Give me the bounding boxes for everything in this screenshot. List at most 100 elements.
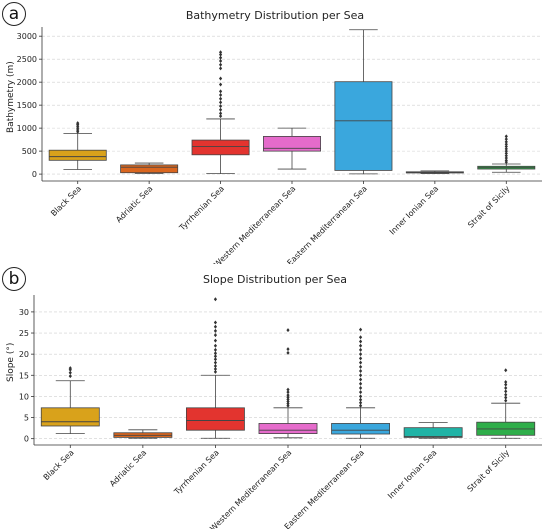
outlier-b-6-0 (504, 398, 508, 403)
x-tick-label-b-3: Western Mediterranean Sea (208, 448, 293, 529)
y-tick-label-b-5: 25 (19, 329, 29, 338)
outlier-a-2-8 (218, 82, 223, 87)
y-tick-label-a-0: 0 (32, 170, 37, 179)
outlier-b-4-4 (358, 390, 363, 395)
y-tick-label-a-6: 3000 (17, 32, 37, 41)
outlier-a-6-10 (504, 137, 508, 142)
bathymetry-boxplot: 0 500 1000 1500 2000 2500 3000 Black Sea Adriati… (17, 27, 542, 264)
outlier-b-4-6 (358, 381, 363, 386)
outlier-a-2-10 (218, 66, 223, 71)
outlier-a-2-4 (218, 100, 223, 105)
outlier-a-2-3 (218, 104, 223, 109)
outlier-b-2-8 (213, 343, 218, 348)
x-tick-label-b-5: Inner Ionian Sea (386, 448, 439, 501)
x-tick-label-b-6: Strait of Sicily (466, 448, 512, 494)
box-body-b-5 (403, 427, 463, 438)
outlier-b-4-17 (358, 335, 363, 340)
x-tick-label-b-4: Eastern Mediterranean Sea (283, 448, 366, 529)
outlier-a-2-11 (218, 62, 223, 67)
outlier-a-2-13 (218, 55, 223, 60)
x-tick-label-a-0: Black Sea (49, 184, 83, 218)
outlier-b-2-13 (213, 320, 218, 325)
outlier-b-4-0 (358, 403, 363, 408)
slope-boxplot: 0 5 10 15 20 25 30 Black Sea Adriatic Sea Tyrrhen… (19, 295, 542, 529)
outlier-a-2-15 (218, 50, 223, 55)
outlier-b-3-0 (286, 403, 290, 408)
outlier-a-6-7 (504, 144, 508, 149)
outlier-b-0-3 (68, 366, 72, 371)
x-tick-label-a-1: Adriatic Sea (114, 184, 154, 224)
outlier-b-4-11 (358, 360, 363, 365)
box-b-1 (113, 429, 173, 439)
outlier-a-0-5 (76, 121, 80, 126)
outlier-b-6-7 (504, 368, 508, 373)
x-tick-label-a-6: Strait of Sicily (466, 184, 512, 230)
y-tick-label-a-4: 2000 (17, 78, 37, 87)
box-body-b-4 (331, 423, 390, 435)
panel-label-b: b (2, 267, 26, 291)
outlier-b-3-2 (286, 399, 290, 404)
outlier-a-6-11 (504, 134, 508, 139)
outlier-a-6-5 (504, 149, 508, 154)
outlier-b-4-18 (358, 327, 363, 332)
box-b-5 (403, 422, 463, 439)
outlier-b-4-3 (358, 394, 363, 399)
outlier-b-3-8 (286, 350, 290, 355)
outlier-a-6-4 (504, 151, 508, 156)
box-a-3 (263, 127, 321, 170)
outlier-a-6-6 (504, 146, 508, 151)
outlier-b-2-2 (213, 363, 218, 368)
outlier-b-4-9 (358, 369, 363, 374)
outlier-a-2-0 (218, 114, 223, 119)
box-a-6 (477, 134, 536, 173)
outlier-b-6-3 (504, 389, 508, 394)
box-body-a-2 (191, 139, 250, 156)
outlier-b-6-1 (504, 395, 508, 400)
x-tick-label-a-3: Western Mediterranean Sea (212, 184, 297, 264)
box-body-b-2 (185, 407, 245, 431)
box-body-a-4 (334, 81, 393, 171)
outlier-b-6-2 (504, 392, 508, 397)
y-tick-label-b-4: 20 (19, 350, 29, 359)
outlier-b-3-7 (286, 387, 290, 392)
panel-a: a Bathymetry Distribution per Sea Bathym… (0, 0, 550, 264)
outlier-a-2-6 (218, 93, 223, 98)
box-b-6 (476, 368, 536, 439)
outlier-b-2-10 (213, 333, 218, 338)
outlier-b-4-10 (358, 364, 363, 369)
outlier-b-0-0 (68, 374, 72, 379)
outlier-a-2-5 (218, 96, 223, 101)
box-b-4 (331, 327, 390, 439)
box-a-2 (191, 50, 250, 175)
x-tick-label-b-0: Black Sea (42, 448, 76, 482)
box-a-4 (334, 29, 393, 175)
x-tick-label-a-4: Eastern Mediterranean Sea (285, 184, 368, 264)
outlier-b-3-6 (286, 390, 290, 395)
outlier-b-2-11 (213, 328, 218, 333)
outlier-b-2-14 (213, 297, 218, 302)
outlier-b-3-1 (286, 401, 290, 406)
x-tick-label-a-2: Tyrrhenian Sea (177, 184, 226, 233)
outlier-a-6-8 (504, 142, 508, 147)
outlier-b-2-4 (213, 357, 218, 362)
outlier-b-6-4 (504, 385, 508, 390)
outlier-b-4-2 (358, 397, 363, 402)
x-tick-label-a-5: Inner Ionian Sea (388, 184, 441, 237)
x-tick-label-b-1: Adriatic Sea (108, 448, 148, 488)
outlier-b-3-3 (286, 397, 290, 402)
y-tick-label-a-3: 1500 (17, 101, 37, 110)
y-tick-label-a-5: 2500 (17, 55, 37, 64)
outlier-b-4-14 (358, 347, 363, 352)
outlier-b-2-7 (213, 347, 218, 352)
outlier-b-2-5 (213, 354, 218, 359)
panel-label-a: a (2, 2, 26, 26)
outlier-b-4-7 (358, 377, 363, 382)
outlier-b-0-1 (68, 370, 72, 375)
outlier-b-3-5 (286, 393, 290, 398)
panel-b: b Slope Distribution per Sea Slope (°) 0… (0, 265, 550, 529)
box-b-2 (185, 297, 245, 439)
outlier-a-2-1 (218, 111, 223, 116)
outlier-b-4-5 (358, 385, 363, 390)
outlier-a-6-3 (504, 153, 508, 158)
outlier-b-2-6 (213, 351, 218, 356)
